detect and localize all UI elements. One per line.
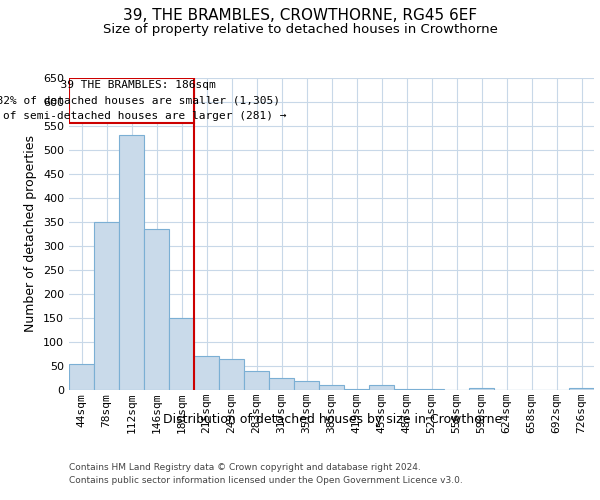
Bar bbox=[419, 389, 444, 390]
Bar bbox=[319, 385, 344, 390]
Bar bbox=[94, 222, 119, 390]
Text: Distribution of detached houses by size in Crowthorne: Distribution of detached houses by size … bbox=[163, 412, 503, 426]
Bar bbox=[219, 359, 244, 390]
Bar bbox=[294, 382, 319, 390]
Text: 18% of semi-detached houses are larger (281) →: 18% of semi-detached houses are larger (… bbox=[0, 110, 287, 120]
Bar bbox=[269, 378, 294, 390]
Text: Size of property relative to detached houses in Crowthorne: Size of property relative to detached ho… bbox=[103, 22, 497, 36]
Y-axis label: Number of detached properties: Number of detached properties bbox=[25, 135, 37, 332]
Bar bbox=[119, 135, 144, 390]
Bar bbox=[344, 389, 369, 390]
FancyBboxPatch shape bbox=[69, 78, 193, 123]
Text: 39, THE BRAMBLES, CROWTHORNE, RG45 6EF: 39, THE BRAMBLES, CROWTHORNE, RG45 6EF bbox=[123, 8, 477, 22]
Bar bbox=[469, 388, 494, 390]
Bar bbox=[394, 389, 419, 390]
Text: ← 82% of detached houses are smaller (1,305): ← 82% of detached houses are smaller (1,… bbox=[0, 96, 280, 106]
Text: Contains public sector information licensed under the Open Government Licence v3: Contains public sector information licen… bbox=[69, 476, 463, 485]
Bar bbox=[369, 385, 394, 390]
Bar bbox=[144, 229, 169, 390]
Text: 39 THE BRAMBLES: 186sqm: 39 THE BRAMBLES: 186sqm bbox=[47, 80, 215, 90]
Bar bbox=[194, 356, 219, 390]
Bar bbox=[69, 364, 94, 390]
Bar bbox=[244, 371, 269, 390]
Bar bbox=[569, 388, 594, 390]
Bar bbox=[169, 318, 194, 390]
Text: Contains HM Land Registry data © Crown copyright and database right 2024.: Contains HM Land Registry data © Crown c… bbox=[69, 462, 421, 471]
